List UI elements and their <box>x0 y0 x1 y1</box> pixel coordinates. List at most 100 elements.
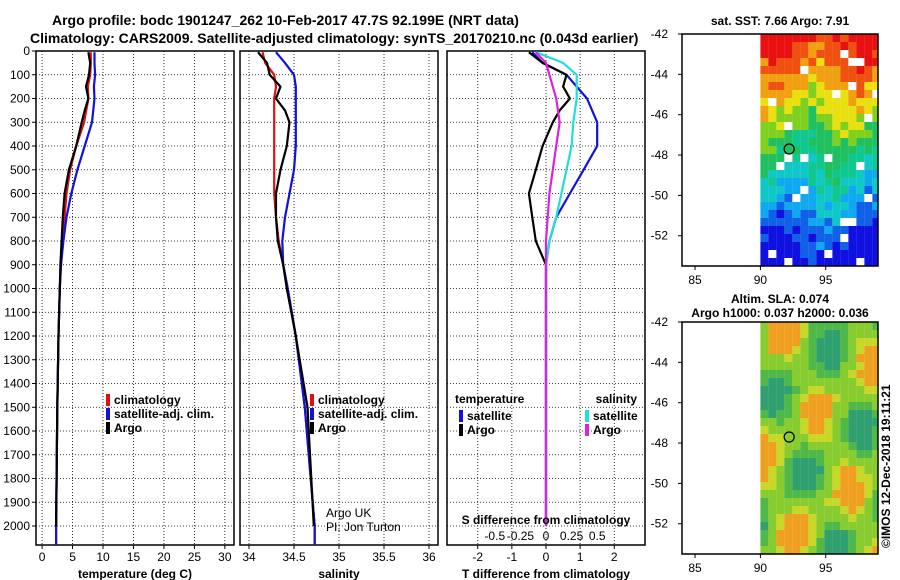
sst_map-cell <box>768 58 777 66</box>
sst_map-cell <box>800 258 809 266</box>
sla_map-cell <box>824 370 833 378</box>
sst_map-cell <box>864 194 873 202</box>
sst_map-cell <box>840 234 849 242</box>
sst_map-cell <box>856 42 865 50</box>
sst_map-cell <box>816 250 825 258</box>
sla_map-cell <box>872 530 878 538</box>
sst_map-cell <box>808 130 817 138</box>
sla_map-cell <box>864 522 873 530</box>
sst_map-cell <box>848 146 857 154</box>
sla_map-cell <box>784 474 793 482</box>
sla_map-cell <box>776 538 785 546</box>
sla_map-cell <box>816 530 825 538</box>
sla_map-cell <box>760 434 769 442</box>
sla_map-cell <box>776 506 785 514</box>
sst_map-cell <box>768 154 777 162</box>
sla_map-cell <box>768 394 777 402</box>
sla_map-cell <box>864 386 873 394</box>
sla_map-cell <box>768 330 777 338</box>
sla_map-cell <box>832 490 841 498</box>
sla_map-cell <box>792 410 801 418</box>
temperature-xlabel: temperature (deg C) <box>78 567 192 580</box>
sla_map-cell <box>768 474 777 482</box>
sst_map-cell <box>784 154 793 162</box>
diff-legend-title-temperature: temperature <box>455 392 525 406</box>
sla_map-cell <box>824 514 833 522</box>
sla_map-cell <box>776 338 785 346</box>
sla_map-cell <box>872 386 878 394</box>
sla_map-cell <box>792 538 801 546</box>
sla_map-cell <box>856 378 865 386</box>
sla_map-ytick-label: -44 <box>651 355 669 369</box>
sst_map-cell <box>872 130 878 138</box>
sla_map-cell <box>848 530 857 538</box>
sla_map-cell <box>840 538 849 546</box>
sla_map-cell <box>792 322 801 330</box>
sla_map-cell <box>800 434 809 442</box>
sst_map-cell <box>832 106 841 114</box>
sla_map-cell <box>792 338 801 346</box>
depth-tick-label: 1500 <box>3 400 30 414</box>
sst_map-cell <box>824 58 833 66</box>
diff-legend-swatch <box>459 410 463 422</box>
sst_map-cell <box>816 42 825 50</box>
sst_map-cell <box>760 178 769 186</box>
sst_map-cell <box>808 258 817 266</box>
sla_map-cell <box>848 442 857 450</box>
sst_map-ytick-label: -52 <box>651 229 669 243</box>
sst_map-cell <box>808 122 817 130</box>
sla_map-cell <box>832 498 841 506</box>
sla_map-cell <box>856 426 865 434</box>
sla_map-cell <box>760 522 769 530</box>
sst_map-cell <box>792 146 801 154</box>
sla_map-cell <box>808 466 817 474</box>
sst_map-cell <box>864 258 873 266</box>
sst_map-cell <box>776 258 785 266</box>
sla_map-cell <box>784 466 793 474</box>
sst_map-cell <box>824 250 833 258</box>
sst_map-cell <box>872 170 878 178</box>
depth-tick-label: 500 <box>10 163 30 177</box>
sst_map-cell <box>824 74 833 82</box>
sst_map-cell <box>872 242 878 250</box>
sla_map-cell <box>872 370 878 378</box>
diff-xlabel2: S difference from climatology <box>462 513 631 527</box>
sst_map-cell <box>808 42 817 50</box>
sst_map-cell <box>768 42 777 50</box>
sst_map-cell <box>768 106 777 114</box>
sst_map-cell <box>800 42 809 50</box>
sst_map-cell <box>776 58 785 66</box>
sla_map-cell <box>832 434 841 442</box>
sla_map-cell <box>816 538 825 546</box>
sst_map-cell <box>840 210 849 218</box>
sla_map-cell <box>760 514 769 522</box>
sla_map-cell <box>824 530 833 538</box>
sst_map-cell <box>792 42 801 50</box>
sla_map-cell <box>784 522 793 530</box>
sla_map-cell <box>872 506 878 514</box>
sla_map-cell <box>776 322 785 330</box>
sst_map-cell <box>816 90 825 98</box>
sla_map-cell <box>784 322 793 330</box>
sla_map-cell <box>816 394 825 402</box>
depth-tick-label: 800 <box>10 234 30 248</box>
sla_map-cell <box>832 346 841 354</box>
sla_map-frame <box>681 321 879 555</box>
sst_map-cell <box>808 170 817 178</box>
sst_map-cell <box>768 138 777 146</box>
sla_map-cell <box>768 506 777 514</box>
sla_map-cell <box>800 538 809 546</box>
sla_map-cell <box>824 322 833 330</box>
sla_map-cell <box>760 386 769 394</box>
sst_map-cell <box>760 114 769 122</box>
sla_map-cell <box>864 498 873 506</box>
sst_map-cell <box>808 154 817 162</box>
sst_map-cell <box>784 226 793 234</box>
sla_map-cell <box>800 418 809 426</box>
sla_map-cell <box>840 330 849 338</box>
sla_map-cell <box>800 442 809 450</box>
sst_map-cell <box>760 98 769 106</box>
sla_map-cell <box>768 402 777 410</box>
sla_map-cell <box>832 386 841 394</box>
sla_map-cell <box>864 410 873 418</box>
